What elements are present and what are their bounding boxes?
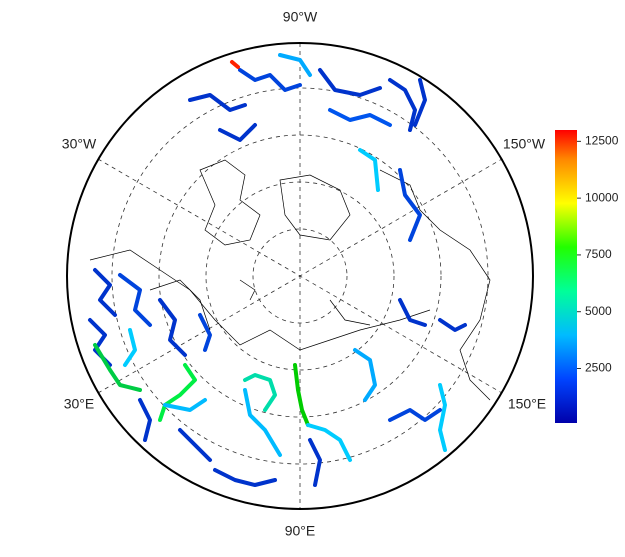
- lon-label: 30°W: [62, 136, 97, 152]
- map-border: [66, 42, 534, 510]
- rivers: [88, 53, 467, 487]
- colorbar: 2500 5000 7500 10000 12500: [555, 130, 619, 423]
- lon-label: 30°E: [64, 396, 95, 412]
- colorbar-tick-label: 12500: [585, 134, 619, 148]
- lon-label: 90°W: [283, 9, 318, 25]
- coastlines: [89, 159, 491, 401]
- lon-label: 150°E: [508, 396, 546, 412]
- colorbar-ramp: [555, 130, 577, 423]
- graticule: [97, 43, 503, 509]
- colorbar-tick-label: 7500: [585, 247, 612, 261]
- colorbar-tick-label: 10000: [585, 190, 619, 204]
- lon-label: 150°W: [503, 136, 546, 152]
- colorbar-tick-label: 5000: [585, 304, 612, 318]
- colorbar-tick-label: 2500: [585, 361, 612, 375]
- lon-label: 90°E: [285, 523, 316, 539]
